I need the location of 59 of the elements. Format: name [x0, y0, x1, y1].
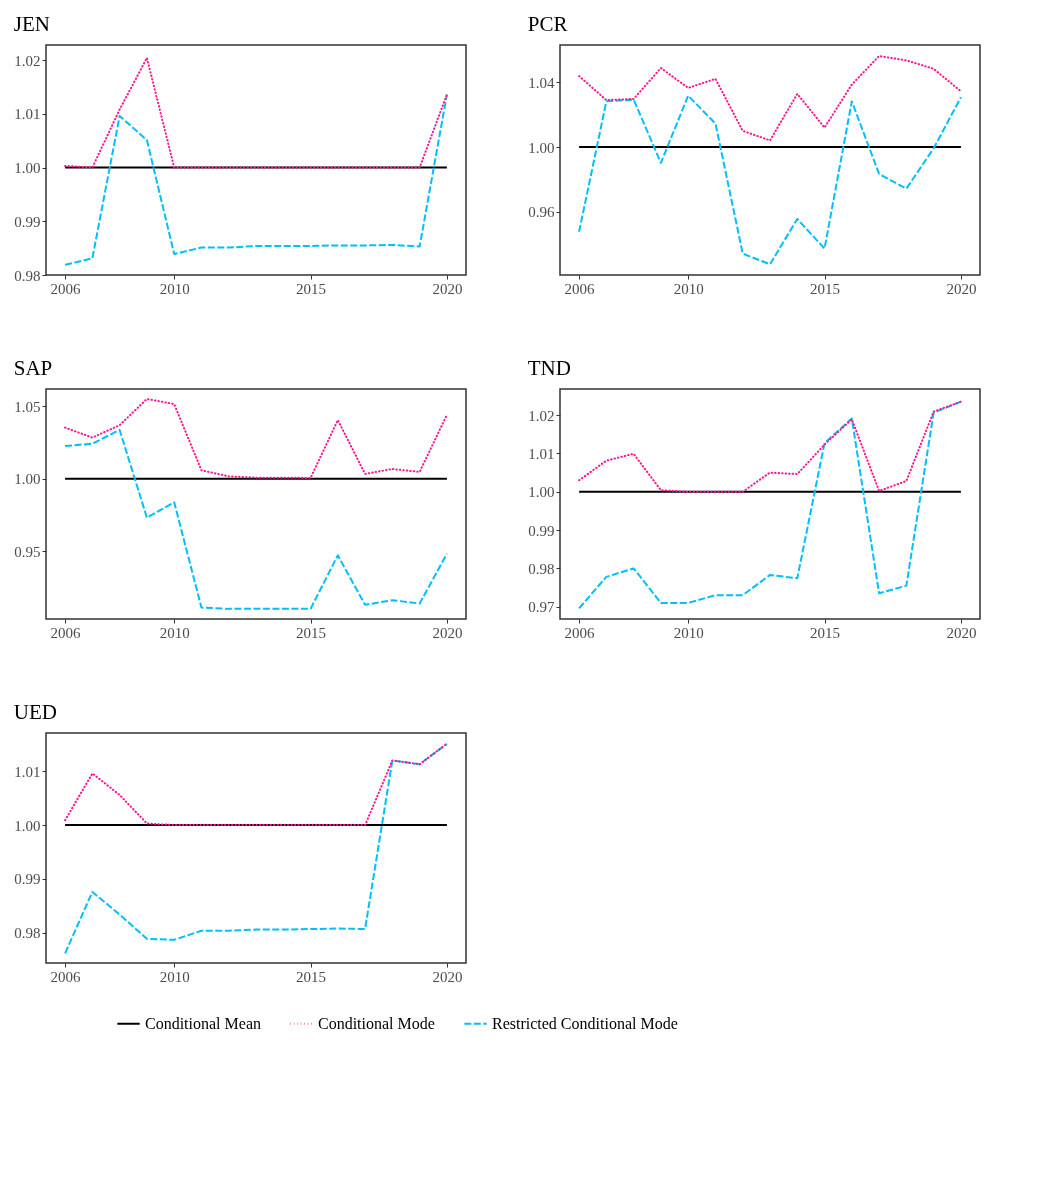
y-tick-label: 1.00 [14, 160, 41, 177]
x-tick-label: 2015 [810, 280, 841, 297]
y-tick-label: 1.00 [528, 139, 555, 156]
x-tick-label: 2015 [296, 624, 327, 641]
y-tick-label: 1.01 [528, 445, 555, 462]
x-tick-label: 2006 [564, 624, 596, 641]
x-tick-label: 2020 [946, 624, 977, 641]
y-tick-label: 0.98 [528, 560, 555, 577]
y-tick-label: 1.01 [14, 763, 41, 780]
x-tick-label: 2010 [159, 968, 190, 985]
y-tick-label: 1.02 [528, 407, 555, 424]
x-tick-label: 2006 [50, 624, 82, 641]
y-tick-label: 0.99 [14, 213, 41, 230]
x-tick-label: 2020 [946, 280, 977, 297]
line-series [64, 428, 448, 610]
line-series [64, 93, 448, 266]
chart-title: TND [527, 356, 571, 380]
y-tick-label: 0.97 [528, 599, 555, 616]
x-tick-label: 2020 [432, 968, 463, 985]
chart-title: SAP [13, 356, 53, 380]
x-tick-label: 2015 [296, 280, 327, 297]
x-tick-label: 2010 [673, 624, 704, 641]
line-series [64, 742, 448, 955]
y-tick-label: 0.98 [14, 267, 41, 284]
y-tick-label: 1.01 [14, 106, 41, 123]
y-tick-label: 0.99 [14, 871, 41, 888]
line-series [578, 400, 962, 493]
y-tick-label: 1.00 [528, 484, 555, 501]
legend-label: Conditional Mean [145, 1014, 261, 1032]
x-tick-label: 2020 [432, 280, 463, 297]
y-tick-label: 1.00 [14, 817, 41, 834]
y-tick-label: 0.98 [14, 925, 41, 942]
y-tick-label: 1.02 [14, 52, 41, 69]
x-tick-label: 2020 [432, 624, 463, 641]
y-tick-label: 0.96 [528, 204, 555, 221]
y-tick-label: 1.04 [528, 74, 555, 91]
y-tick-label: 1.00 [14, 471, 41, 488]
line-series [64, 56, 448, 169]
line-series [64, 397, 448, 479]
line-series [578, 94, 962, 266]
line-series [578, 55, 962, 142]
y-tick-label: 0.95 [14, 543, 41, 560]
legend-label: Restricted Conditional Mode [492, 1014, 678, 1032]
x-tick-label: 2010 [673, 280, 704, 297]
x-tick-label: 2010 [159, 280, 190, 297]
x-tick-label: 2015 [810, 624, 841, 641]
y-tick-label: 0.99 [528, 522, 555, 539]
x-tick-label: 2010 [159, 624, 190, 641]
chart-title: UED [13, 700, 57, 724]
x-tick-label: 2006 [50, 968, 82, 985]
y-tick-label: 1.05 [14, 398, 41, 415]
line-series [578, 400, 962, 610]
chart-title: JEN [13, 12, 50, 36]
x-tick-label: 2006 [564, 280, 596, 297]
x-tick-label: 2006 [50, 280, 82, 297]
chart-title: PCR [527, 12, 568, 36]
x-tick-label: 2015 [296, 968, 327, 985]
legend-label: Conditional Mode [318, 1014, 435, 1032]
line-series [64, 742, 448, 827]
